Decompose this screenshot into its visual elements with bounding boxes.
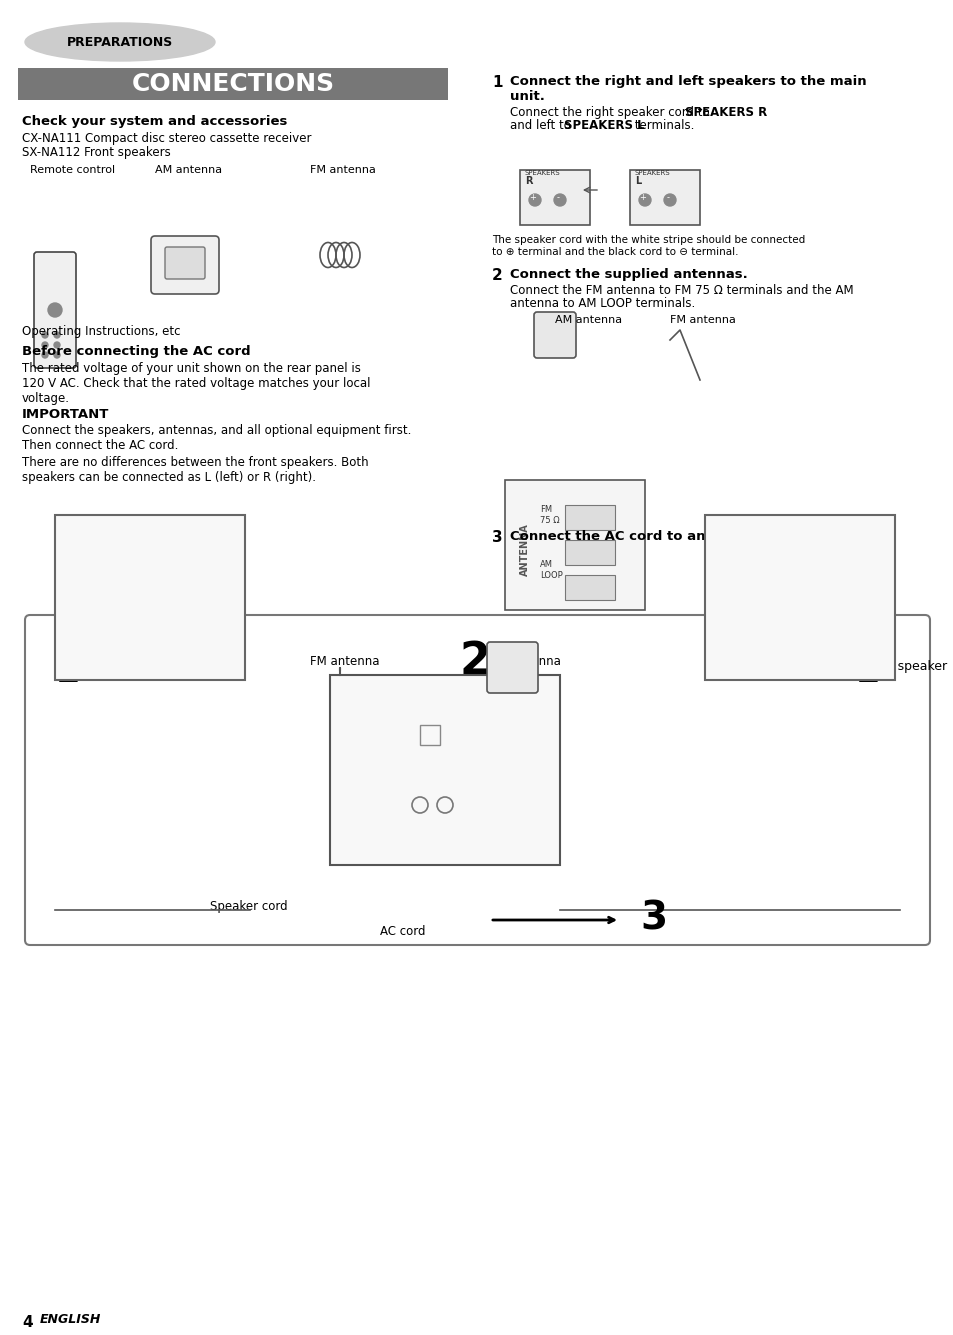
FancyBboxPatch shape [151,236,219,294]
Bar [504,481,644,610]
Text: Check your system and accessories: Check your system and accessories [22,115,287,128]
Bar [564,539,615,565]
Text: L: L [635,176,640,186]
Text: -: - [666,194,669,203]
Text: AM antenna: AM antenna [154,166,222,175]
Text: CX-NA111 Compact disc stereo cassette receiver: CX-NA111 Compact disc stereo cassette re… [22,132,312,146]
Text: 2: 2 [459,639,491,684]
Text: FM antenna: FM antenna [310,166,375,175]
Text: 4: 4 [22,1315,32,1330]
Circle shape [54,342,60,348]
Circle shape [663,194,676,206]
Text: SPEAKERS L: SPEAKERS L [563,119,644,132]
Text: Connect the right speaker cord to: Connect the right speaker cord to [510,105,713,119]
Text: 1: 1 [492,75,502,89]
Text: Connect the right and left speakers to the main: Connect the right and left speakers to t… [510,75,865,88]
Text: 2: 2 [492,268,502,283]
Text: Operating Instructions, etc: Operating Instructions, etc [22,324,180,338]
Text: IMPORTANT: IMPORTANT [22,409,110,421]
Text: The rated voltage of your unit shown on the rear panel is
120 V AC. Check that t: The rated voltage of your unit shown on … [22,362,370,405]
FancyBboxPatch shape [34,252,76,368]
Text: ENGLISH: ENGLISH [40,1314,101,1326]
Text: Left speaker: Left speaker [869,659,946,673]
Text: 1: 1 [55,655,80,689]
Bar [564,505,615,530]
Circle shape [48,303,62,316]
Text: +: + [639,194,646,203]
Text: Connect the supplied antennas.: Connect the supplied antennas. [510,268,747,280]
Text: Connect the AC cord to an AC outlet.: Connect the AC cord to an AC outlet. [510,530,783,543]
Text: +: + [529,194,536,203]
Circle shape [42,352,48,358]
Ellipse shape [25,23,214,61]
Text: FM antenna: FM antenna [310,655,379,668]
FancyBboxPatch shape [18,68,448,100]
Bar [55,515,245,680]
Text: and left to: and left to [510,119,574,132]
Text: Remote control: Remote control [30,166,115,175]
Circle shape [554,194,565,206]
Circle shape [54,352,60,358]
Text: SPEAKERS R: SPEAKERS R [684,105,766,119]
Text: SPEAKERS: SPEAKERS [524,170,560,176]
Text: antenna to AM LOOP terminals.: antenna to AM LOOP terminals. [510,296,695,310]
Text: to ⊕ terminal and the black cord to ⊖ terminal.: to ⊕ terminal and the black cord to ⊖ te… [492,247,738,258]
Bar [519,170,589,226]
FancyBboxPatch shape [165,247,205,279]
FancyBboxPatch shape [534,312,576,358]
Text: SPEAKERS: SPEAKERS [635,170,670,176]
Text: AC cord: AC cord [379,925,425,939]
Text: There are no differences between the front speakers. Both
speakers can be connec: There are no differences between the fro… [22,457,368,485]
Text: ANTENNA: ANTENNA [519,523,530,577]
Text: CONNECTIONS: CONNECTIONS [132,72,335,96]
FancyBboxPatch shape [486,642,537,693]
Text: 3: 3 [639,900,666,939]
Text: Speaker cord: Speaker cord [210,900,287,913]
FancyBboxPatch shape [25,615,929,945]
Text: AM antenna: AM antenna [490,655,560,668]
Circle shape [42,342,48,348]
Circle shape [54,332,60,338]
Bar [419,725,439,745]
Text: FM
75 Ω: FM 75 Ω [539,506,559,525]
Circle shape [42,332,48,338]
Text: -: - [556,194,558,203]
Text: SX-NA112 Front speakers: SX-NA112 Front speakers [22,146,171,159]
Text: AM
LOOP: AM LOOP [539,561,562,579]
Text: Connect the FM antenna to FM 75 Ω terminals and the AM: Connect the FM antenna to FM 75 Ω termin… [510,284,853,296]
Bar [629,170,700,226]
Text: 1: 1 [854,655,880,689]
Text: R: R [524,176,532,186]
Text: PREPARATIONS: PREPARATIONS [67,36,172,48]
Text: 3: 3 [492,530,502,545]
Text: terminals.: terminals. [630,119,694,132]
Bar [704,515,894,680]
Text: Right speaker: Right speaker [90,659,176,673]
Text: unit.: unit. [510,89,544,103]
Circle shape [529,194,540,206]
Bar [564,575,615,599]
Text: AM antenna: AM antenna [555,315,621,324]
Text: Connect the speakers, antennas, and all optional equipment first.
Then connect t: Connect the speakers, antennas, and all … [22,425,411,453]
Bar [330,676,559,865]
Text: The speaker cord with the white stripe should be connected: The speaker cord with the white stripe s… [492,235,804,246]
Circle shape [639,194,650,206]
Text: Before connecting the AC cord: Before connecting the AC cord [22,344,251,358]
Text: FM antenna: FM antenna [669,315,735,324]
